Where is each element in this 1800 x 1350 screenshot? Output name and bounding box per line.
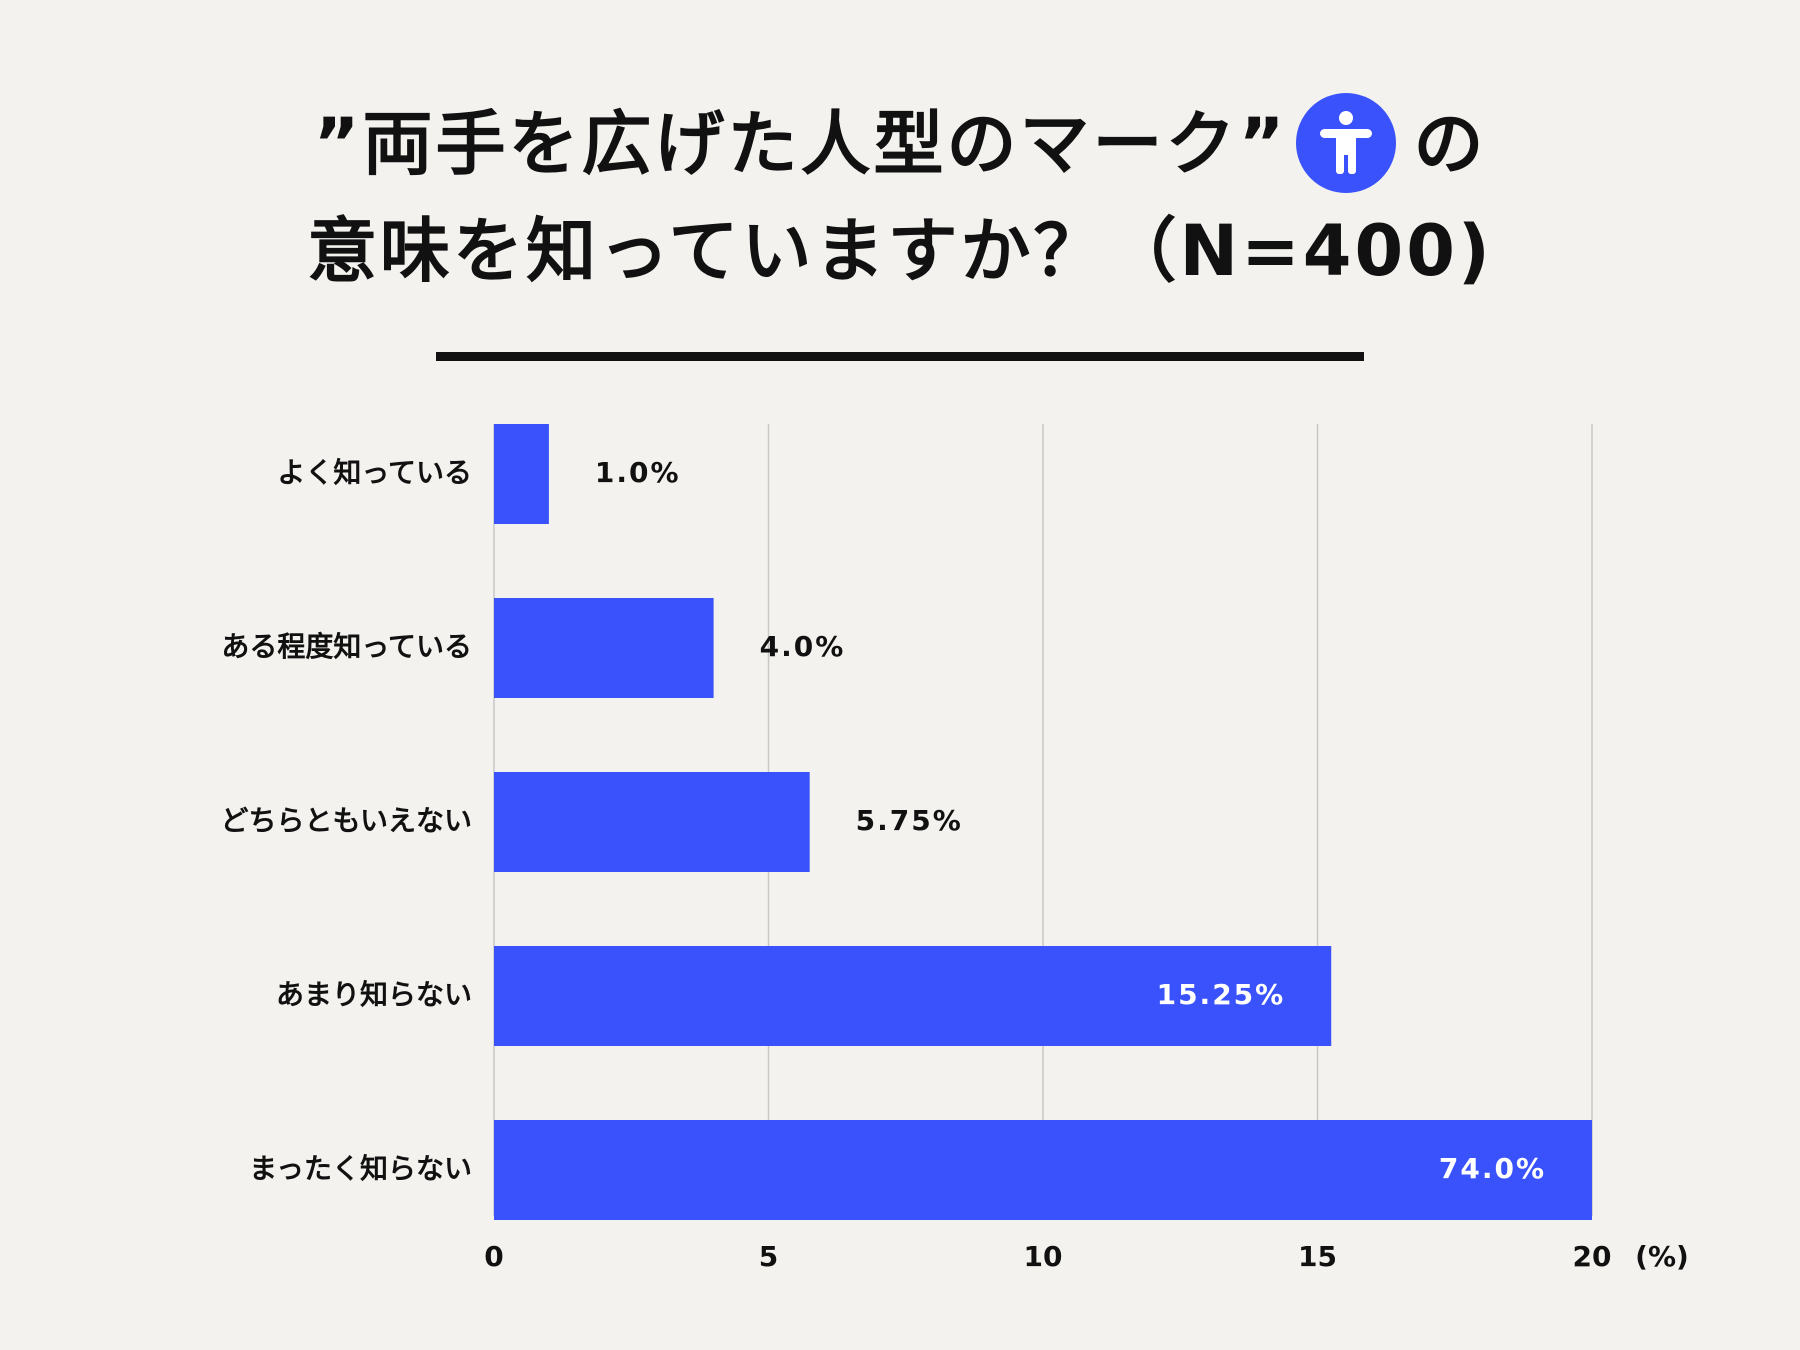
value-label-4: 74.0%	[1439, 1152, 1546, 1185]
x-axis-unit-label: (%)	[1635, 1240, 1689, 1273]
bar-1	[494, 598, 714, 698]
x-tick-label-2: 10	[1024, 1240, 1063, 1273]
title-line-2: 意味を知っていますか？（N=400)	[307, 209, 1493, 292]
accessibility-person-icon	[1295, 92, 1396, 193]
title-divider	[436, 352, 1364, 361]
title-line-1: ”両手を広げた人型のマーク” の	[0, 92, 1800, 199]
x-tick-label-4: 20	[1573, 1240, 1612, 1273]
value-label-1: 4.0%	[760, 630, 846, 663]
chart-title: ”両手を広げた人型のマーク” の 意味を知っていますか？（N=400)	[0, 92, 1800, 303]
title-line-1-suffix: の	[1413, 103, 1487, 185]
category-label-3: あまり知らない	[276, 978, 472, 1011]
bar-2	[494, 772, 810, 872]
x-tick-label-1: 5	[759, 1240, 778, 1273]
value-label-3: 15.25%	[1157, 978, 1286, 1011]
category-label-4: まったく知らない	[249, 1152, 472, 1185]
category-label-1: ある程度知っている	[221, 630, 472, 663]
bar-4	[494, 1120, 1592, 1220]
x-tick-label-3: 15	[1298, 1240, 1337, 1273]
value-label-0: 1.0%	[595, 456, 681, 489]
value-label-2: 5.75%	[856, 804, 963, 837]
category-label-0: よく知っている	[277, 456, 472, 489]
title-line-1-text: ”両手を広げた人型のマーク”	[313, 103, 1288, 185]
x-tick-label-0: 0	[484, 1240, 503, 1273]
bar-0	[494, 424, 549, 524]
bar-3	[494, 946, 1332, 1046]
category-label-2: どちらともいえない	[221, 804, 472, 837]
